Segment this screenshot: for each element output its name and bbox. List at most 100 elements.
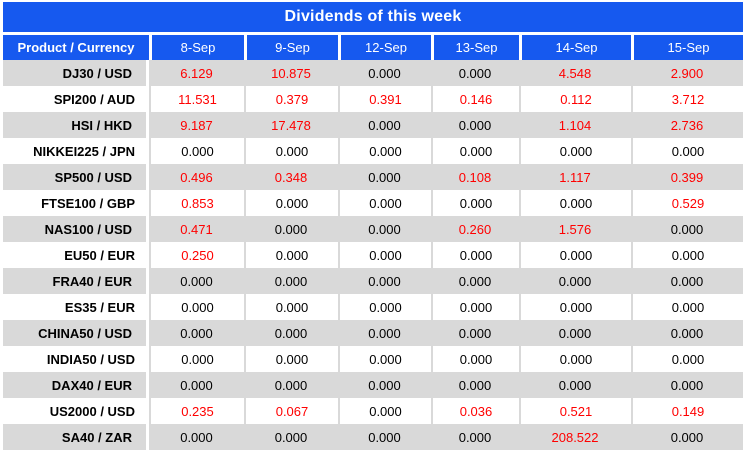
value-cell: 0.000: [431, 242, 519, 268]
value-cell: 0.000: [631, 294, 743, 320]
product-cell: EU50 / EUR: [64, 247, 135, 263]
value-cell: 0.000: [631, 242, 743, 268]
value-cell: 0.391: [338, 86, 431, 112]
value-cell: 0.000: [180, 325, 213, 341]
value-cell: 0.146: [431, 86, 519, 112]
value-cell: 0.000: [519, 190, 631, 216]
value-cell: 0.112: [519, 86, 631, 112]
value-cell: 0.000: [368, 377, 401, 393]
value-cell: 0.853: [149, 190, 244, 216]
value-cell: 0.000: [180, 429, 213, 445]
table-body: DJ30 / USD 6.129 10.875 0.000 0.000 4.548 2.90…: [3, 60, 743, 450]
table-row: DAX40 / EUR 0.000 0.000 0.000 0.000 0.000 0.00…: [3, 372, 743, 398]
value-cell: 0.399: [670, 169, 704, 185]
table-row: INDIA50 / USD 0.000 0.000 0.000 0.000 0.000 0.…: [3, 346, 743, 372]
value-cell: 1.576: [558, 221, 592, 237]
value-cell: 0.000: [180, 377, 213, 393]
table-row: HSI / HKD 9.187 17.478 0.000 0.000 1.104 2.736: [3, 112, 743, 138]
value-cell: 0.000: [338, 138, 431, 164]
value-cell: 2.900: [670, 65, 704, 81]
value-cell: 0.000: [274, 429, 308, 445]
value-cell: 0.000: [244, 346, 338, 372]
value-cell: 9.187: [180, 117, 213, 133]
table-row: DJ30 / USD 6.129 10.875 0.000 0.000 4.548 2.90…: [3, 60, 743, 86]
product-cell: FRA40 / EUR: [3, 268, 149, 294]
value-cell: 0.000: [149, 294, 244, 320]
value-cell: 0.348: [274, 169, 308, 185]
value-cell: 0.529: [631, 190, 743, 216]
value-cell: 0.000: [670, 325, 704, 341]
value-cell: 0.000: [631, 138, 743, 164]
product-cell: SA40 / ZAR: [3, 424, 149, 450]
table-row: NIKKEI225 / JPN 0.000 0.000 0.000 0.000 0.000…: [3, 138, 743, 164]
value-cell: 10.875: [271, 65, 311, 81]
value-cell: 0.260: [458, 221, 492, 237]
product-cell: DAX40 / EUR: [3, 372, 149, 398]
column-header-product-currency: Product / Currency: [3, 35, 149, 60]
value-cell: 0.000: [670, 221, 704, 237]
table-row: SP500 / USD 0.496 0.348 0.000 0.108 1.117 0.39…: [3, 164, 743, 190]
table-header: Product / Currency 8-Sep 9-Sep 12-Sep 13…: [3, 35, 743, 60]
value-cell: 6.129: [180, 65, 213, 81]
value-cell: 0.000: [274, 221, 308, 237]
table-row: SPI200 / AUD 11.531 0.379 0.391 0.146 0.112 3.…: [3, 86, 743, 112]
value-cell: 0.000: [338, 398, 431, 424]
value-cell: 0.379: [244, 86, 338, 112]
value-cell: 0.235: [149, 398, 244, 424]
value-cell: 0.000: [558, 273, 592, 289]
value-cell: 0.000: [338, 242, 431, 268]
table-row: EU50 / EUR 0.250 0.000 0.000 0.000 0.000 0.000: [3, 242, 743, 268]
value-cell: 0.000: [431, 346, 519, 372]
value-cell: 0.000: [368, 169, 401, 185]
value-cell: 0.000: [244, 138, 338, 164]
value-cell: 0.036: [431, 398, 519, 424]
value-cell: 0.250: [149, 242, 244, 268]
table-row: ES35 / EUR 0.000 0.000 0.000 0.000 0.000 0.000: [3, 294, 743, 320]
product-cell: CHINA50 / USD: [3, 320, 149, 346]
dividends-table: Product / Currency 8-Sep 9-Sep 12-Sep 13…: [3, 35, 743, 450]
value-cell: 0.000: [149, 138, 244, 164]
value-cell: 11.531: [149, 86, 244, 112]
value-cell: 4.548: [558, 65, 592, 81]
value-cell: 0.000: [670, 429, 704, 445]
value-cell: 0.149: [631, 398, 743, 424]
value-cell: 0.000: [338, 294, 431, 320]
value-cell: 0.000: [431, 138, 519, 164]
value-cell: 0.496: [180, 169, 213, 185]
value-cell: 0.000: [244, 294, 338, 320]
product-cell: HSI / HKD: [3, 112, 149, 138]
table-row: NAS100 / USD 0.471 0.000 0.000 0.260 1.576 0.0…: [3, 216, 743, 242]
column-header-date-2: 9-Sep: [244, 35, 338, 60]
widget-title-bar: Dividends of this week: [3, 2, 743, 32]
value-cell: 0.471: [180, 221, 213, 237]
value-cell: 3.712: [631, 86, 743, 112]
value-cell: 0.000: [458, 377, 492, 393]
value-cell: 0.000: [149, 346, 244, 372]
value-cell: 0.000: [558, 325, 592, 341]
header-row: Product / Currency 8-Sep 9-Sep 12-Sep 13…: [3, 35, 743, 60]
value-cell: 17.478: [271, 117, 311, 133]
table-row: US2000 / USD 0.235 0.067 0.000 0.036 0.521 0.1…: [3, 398, 743, 424]
value-cell: 0.000: [458, 117, 492, 133]
value-cell: 0.000: [458, 325, 492, 341]
value-cell: 0.108: [458, 169, 492, 185]
value-cell: 0.000: [368, 221, 401, 237]
value-cell: 0.000: [338, 346, 431, 372]
value-cell: 0.000: [458, 65, 492, 81]
value-cell: 0.000: [274, 325, 308, 341]
column-header-date-6: 15-Sep: [631, 35, 743, 60]
value-cell: 0.000: [338, 190, 431, 216]
value-cell: 208.522: [551, 429, 599, 445]
value-cell: 1.117: [559, 169, 591, 185]
value-cell: 0.000: [519, 294, 631, 320]
value-cell: 0.000: [244, 242, 338, 268]
column-header-date-3: 12-Sep: [338, 35, 431, 60]
table-row: CHINA50 / USD 0.000 0.000 0.000 0.000 0.000 0.…: [3, 320, 743, 346]
value-cell: 0.000: [431, 294, 519, 320]
value-cell: 0.000: [670, 273, 704, 289]
value-cell: 2.736: [670, 117, 704, 133]
value-cell: 0.000: [244, 190, 338, 216]
value-cell: 0.000: [519, 138, 631, 164]
table-row: FRA40 / EUR 0.000 0.000 0.000 0.000 0.000 0.00…: [3, 268, 743, 294]
